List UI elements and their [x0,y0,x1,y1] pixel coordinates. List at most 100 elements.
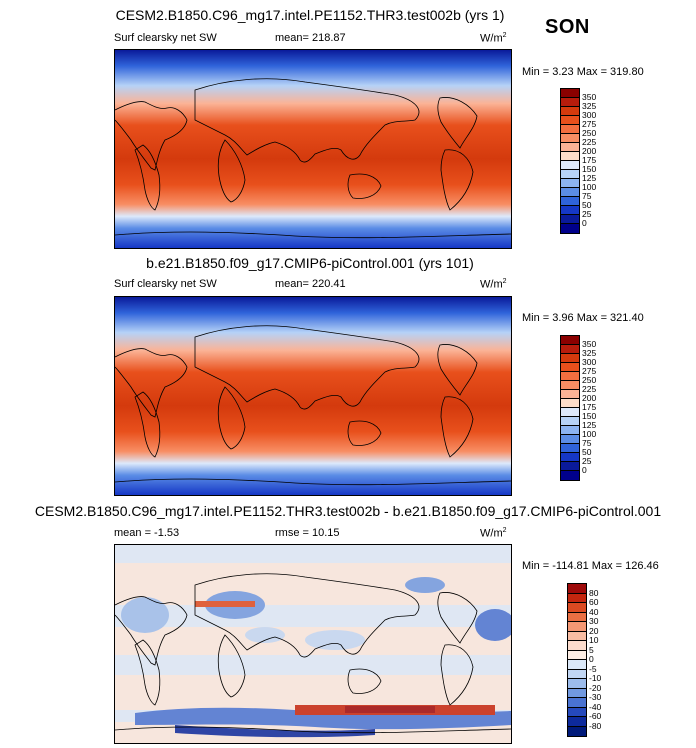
colorbar-tick-label: 100 [582,182,597,192]
colorbar-swatch [561,354,579,363]
colorbar-tick-label: 175 [582,155,597,165]
colorbar-swatch [561,363,579,372]
colorbar-swatch [561,390,579,399]
colorbar-swatch [568,603,586,613]
season-label: SON [545,16,590,38]
colorbar-tick-label: 350 [582,339,597,349]
colorbar-swatch [568,612,586,622]
colorbar-swatch [561,206,579,215]
colorbar-swatch [568,650,586,660]
colorbar-swatch [561,116,579,125]
colorbar-swatch [561,435,579,444]
colorbar-swatch [561,143,579,152]
panel2-minmax: Min = 3.96 Max = 321.40 [522,312,644,324]
panel1-title: CESM2.B1850.C96_mg17.intel.PE1152.THR3.t… [115,7,505,23]
colorbar-swatch [561,107,579,116]
colorbar-tick-label: 275 [582,366,597,376]
panel2-colorbar [560,335,580,481]
colorbar-tick-label: 275 [582,119,597,129]
colorbar-swatch [561,170,579,179]
colorbar-swatch [561,161,579,170]
colorbar-swatch [568,707,586,717]
colorbar-tick-label: 0 [582,218,587,228]
colorbar-tick-label: 325 [582,101,597,111]
colorbar-swatch [561,399,579,408]
colorbar-swatch [568,584,586,594]
colorbar-swatch [561,426,579,435]
panel1-mean-label: mean= 218.87 [275,32,346,44]
colorbar-swatch [561,471,579,480]
colorbar-swatch [561,125,579,134]
colorbar-tick-label: -10 [589,673,602,683]
colorbar-tick-label: 75 [582,438,592,448]
colorbar-swatch [561,197,579,206]
colorbar-tick-label: 200 [582,146,597,156]
colorbar-swatch [568,688,586,698]
colorbar-swatch [561,408,579,417]
colorbar-tick-label: 50 [582,200,592,210]
colorbar-swatch [568,669,586,679]
colorbar-tick-label: -5 [589,663,597,674]
colorbar-tick-label: 10 [589,635,599,645]
panel1-map [114,49,512,249]
colorbar-tick-label: 300 [582,357,597,367]
colorbar-swatch [568,717,586,727]
colorbar-tick-label: 5 [589,644,594,655]
colorbar-swatch [561,179,579,188]
colorbar-swatch [561,462,579,471]
colorbar-swatch [568,641,586,651]
panel2-units: W/m2 [480,278,507,291]
colorbar-swatch [568,593,586,603]
colorbar-tick-label: 20 [589,625,599,636]
colorbar-swatch [561,336,579,345]
panel3-title: CESM2.B1850.C96_mg17.intel.PE1152.THR3.t… [34,503,662,519]
colorbar-swatch [568,698,586,708]
colorbar-swatch [561,134,579,143]
colorbar-tick-label: 350 [582,92,597,102]
colorbar-swatch [561,98,579,107]
colorbar-tick-label: 225 [582,137,597,147]
colorbar-tick-label: 100 [582,429,597,439]
colorbar-tick-label: -80 [589,720,602,731]
colorbar-swatch [568,726,586,736]
panel3-map [114,544,512,744]
colorbar-tick-label: 300 [582,110,597,120]
colorbar-tick-label: -30 [589,692,602,702]
panel3-units: W/m2 [480,527,507,540]
panel1-units: W/m2 [480,32,507,45]
colorbar-tick-label: 225 [582,384,597,394]
panel2-map [114,296,512,496]
colorbar-tick-label: 200 [582,393,597,403]
colorbar-tick-label: 0 [582,465,587,475]
colorbar-tick-label: 25 [582,209,592,219]
colorbar-tick-label: 250 [582,128,597,138]
colorbar-tick-label: 125 [582,173,597,183]
panel1-minmax: Min = 3.23 Max = 319.80 [522,66,644,78]
colorbar-tick-label: 80 [589,587,599,598]
colorbar-tick-label: -60 [589,711,602,721]
colorbar-swatch [561,381,579,390]
colorbar-swatch [568,622,586,632]
panel3-mean-label: mean = -1.53 [114,527,180,539]
colorbar-swatch [561,372,579,381]
colorbar-swatch [568,660,586,670]
colorbar-swatch [561,345,579,354]
colorbar-tick-label: 25 [582,456,592,466]
colorbar-swatch [561,417,579,426]
colorbar-swatch [561,215,579,224]
colorbar-swatch [561,89,579,98]
colorbar-tick-label: 325 [582,348,597,358]
colorbar-tick-label: 250 [582,375,597,385]
panel3-rmse-label: rmse = 10.15 [275,527,340,539]
colorbar-tick-label: 40 [589,606,599,617]
panel3-minmax: Min = -114.81 Max = 126.46 [522,560,659,572]
colorbar-tick-label: 30 [589,616,599,626]
panel2-field-label: Surf clearsky net SW [114,278,217,290]
colorbar-tick-label: 0 [589,654,594,664]
colorbar-swatch [561,444,579,453]
panel1-field-label: Surf clearsky net SW [114,32,217,44]
colorbar-tick-label: 150 [582,411,597,421]
colorbar-tick-label: 125 [582,420,597,430]
colorbar-tick-label: 50 [582,447,592,457]
colorbar-swatch [568,631,586,641]
